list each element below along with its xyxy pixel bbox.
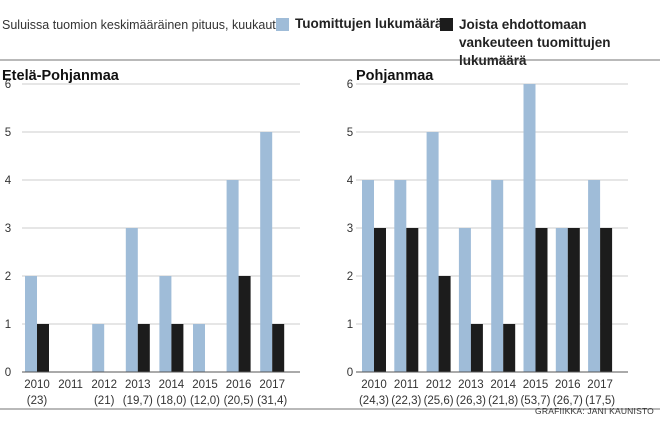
y-tick-label: 0: [347, 367, 353, 379]
bar-total-2014: [491, 180, 504, 372]
y-tick-label: 4: [347, 175, 354, 187]
y-tick-label: 3: [5, 223, 11, 235]
legend-item-prison: Joista ehdottomaan vankeuteen tuomittuje…: [440, 16, 649, 70]
bar-prison-2016: [238, 276, 251, 372]
x-tick-label: 2011: [58, 379, 83, 391]
x-tick-label: 2015: [523, 379, 549, 391]
x-tick-label: 2016: [555, 379, 581, 391]
bar-total-2011: [394, 180, 407, 372]
bar-prison-2014: [171, 324, 184, 372]
x-sublabel: (19,7): [123, 395, 153, 407]
x-tick-label: 2011: [394, 379, 419, 391]
x-sublabel: (53,7): [520, 395, 550, 407]
bar-total-2010: [362, 180, 374, 372]
bar-total-2012: [92, 324, 105, 372]
y-tick-label: 2: [347, 271, 353, 283]
bar-total-2017: [260, 132, 273, 372]
y-tick-label: 4: [5, 175, 12, 187]
legend-swatch-prison: [440, 18, 453, 31]
x-tick-label: 2017: [259, 379, 285, 391]
x-tick-label: 2010: [24, 379, 50, 391]
bar-total-2017: [588, 180, 601, 372]
x-tick-label: 2013: [125, 379, 151, 391]
bar-prison-2014: [503, 324, 516, 372]
y-tick-label: 5: [5, 127, 11, 139]
x-sublabel: (26,3): [456, 395, 486, 407]
bar-total-2015: [523, 84, 536, 372]
x-tick-label: 2016: [226, 379, 252, 391]
bar-prison-2010: [37, 324, 49, 372]
x-sublabel: (31,4): [257, 395, 287, 407]
y-tick-label: 6: [5, 79, 11, 91]
x-sublabel: (24,3): [359, 395, 389, 407]
y-tick-label: 6: [347, 79, 353, 91]
y-tick-label: 1: [347, 319, 353, 331]
legend-item-total: Tuomittujen lukumäärä: [276, 16, 443, 31]
y-tick-label: 5: [347, 127, 353, 139]
x-tick-label: 2012: [426, 379, 452, 391]
bar-prison-2012: [438, 276, 451, 372]
x-tick-label: 2010: [361, 379, 387, 391]
x-tick-label: 2014: [490, 379, 516, 391]
legend-label-total: Tuomittujen lukumäärä: [295, 16, 443, 31]
chart-title: Etelä-Pohjanmaa: [2, 68, 120, 84]
x-sublabel: (21): [94, 395, 115, 407]
legend-swatch-total: [276, 18, 289, 31]
x-tick-label: 2012: [91, 379, 117, 391]
legend-label-prison: Joista ehdottomaan vankeuteen tuomittuje…: [459, 17, 611, 68]
bar-prison-2011: [406, 228, 419, 372]
x-sublabel: (23): [27, 395, 48, 407]
bar-total-2016: [555, 228, 568, 372]
chart-subtitle: Suluissa tuomion keskimääräinen pituus, …: [2, 18, 287, 32]
x-tick-label: 2015: [192, 379, 218, 391]
x-sublabel: (21,8): [488, 395, 518, 407]
x-tick-label: 2014: [159, 379, 185, 391]
y-tick-label: 2: [5, 271, 11, 283]
bar-prison-2017: [600, 228, 613, 372]
x-sublabel: (26,7): [553, 395, 583, 407]
bar-prison-2010: [374, 228, 386, 372]
bar-prison-2013: [137, 324, 150, 372]
bar-prison-2017: [272, 324, 285, 372]
y-tick-label: 3: [347, 223, 353, 235]
chart-panel-2: Pohjanmaa 0 1 2 3 4 5 6 2010 (24,3) 2011 (22,3) 2012…: [347, 68, 628, 407]
y-tick-label: 0: [5, 367, 11, 379]
graphic-credit: GRAFIIKKA: JANI KAUNISTO: [535, 406, 654, 416]
bar-total-2012: [426, 132, 439, 372]
x-sublabel: (18,0): [156, 395, 186, 407]
bar-total-2014: [159, 276, 172, 372]
bar-total-2013: [458, 228, 471, 372]
y-tick-label: 1: [5, 319, 11, 331]
bar-total-2013: [125, 228, 138, 372]
x-sublabel: (25,6): [424, 395, 454, 407]
bar-prison-2015: [535, 228, 548, 372]
bar-prison-2013: [470, 324, 483, 372]
bar-total-2016: [226, 180, 239, 372]
x-sublabel: (17,5): [585, 395, 615, 407]
x-tick-label: 2017: [587, 379, 613, 391]
bar-total-2015: [193, 324, 205, 372]
x-sublabel: (20,5): [224, 395, 254, 407]
bar-prison-2016: [567, 228, 580, 372]
chart-panel-1: Etelä-Pohjanmaa 0 1 2 3 4 5 6 2010 (23) 2011 2012 (2…: [2, 68, 300, 407]
chart-title: Pohjanmaa: [356, 68, 434, 84]
bar-total-2010: [25, 276, 37, 372]
x-sublabel: (22,3): [391, 395, 421, 407]
x-tick-label: 2013: [458, 379, 484, 391]
x-sublabel: (12,0): [190, 395, 220, 407]
